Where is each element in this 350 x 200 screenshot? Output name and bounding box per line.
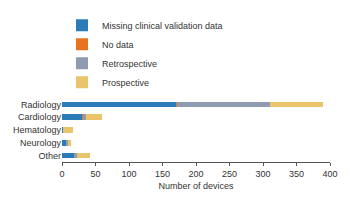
svg-text:400: 400	[322, 169, 337, 179]
svg-text:Hematology: Hematology	[13, 125, 62, 135]
svg-text:Number of devices: Number of devices	[158, 181, 234, 191]
svg-text:Cardiology: Cardiology	[18, 112, 62, 122]
svg-text:100: 100	[121, 169, 136, 179]
svg-text:Retrospective: Retrospective	[102, 59, 157, 69]
svg-text:No data: No data	[102, 40, 134, 50]
svg-text:Prospective: Prospective	[102, 78, 149, 88]
svg-text:250: 250	[222, 169, 237, 179]
svg-text:200: 200	[188, 169, 203, 179]
svg-text:Neurology: Neurology	[20, 138, 62, 148]
svg-text:0: 0	[59, 169, 64, 179]
svg-text:150: 150	[155, 169, 170, 179]
svg-text:Other: Other	[38, 151, 61, 161]
svg-text:300: 300	[255, 169, 270, 179]
svg-text:50: 50	[90, 169, 100, 179]
svg-text:Radiology: Radiology	[21, 100, 62, 110]
svg-text:Missing clinical validation da: Missing clinical validation data	[102, 21, 223, 31]
svg-text:350: 350	[289, 169, 304, 179]
